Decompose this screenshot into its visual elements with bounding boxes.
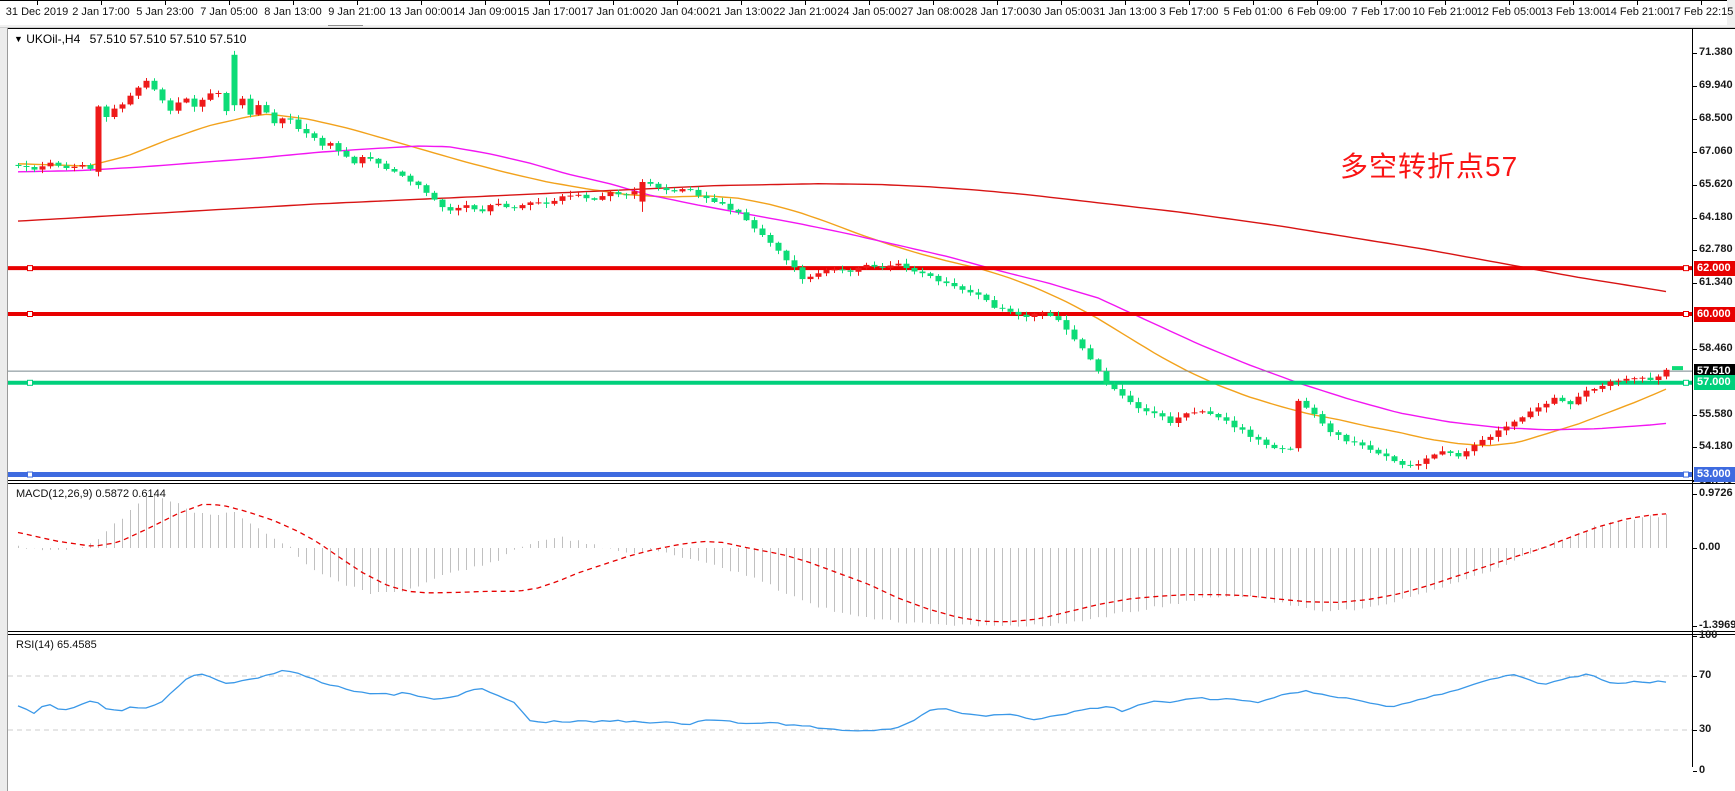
time-tick-mark <box>1253 1 1254 5</box>
time-tick-label: 7 Jan 05:00 <box>200 6 258 18</box>
time-tick-mark <box>869 1 870 5</box>
time-tick-mark <box>1509 1 1510 5</box>
time-tick-label: 14 Jan 09:00 <box>453 6 517 18</box>
time-tick-label: 17 Jan 01:00 <box>581 6 645 18</box>
time-tick-label: 14 Feb 21:00 <box>1604 6 1670 18</box>
chart-content: ▼ UKOil-,H4 57.510 57.510 57.510 57.510 … <box>8 28 1735 791</box>
line-handle[interactable] <box>1683 379 1689 386</box>
time-tick-mark <box>1381 1 1382 5</box>
line-handle[interactable] <box>1683 471 1689 478</box>
time-tick-mark <box>421 1 422 5</box>
time-tick-label: 6 Feb 09:00 <box>1287 6 1347 18</box>
time-tick-mark <box>677 1 678 5</box>
time-tick-label: 20 Jan 04:00 <box>645 6 709 18</box>
time-tick-mark <box>997 1 998 5</box>
fast-ma-orange <box>17 113 1667 447</box>
time-tick-mark <box>485 1 486 5</box>
time-tick-label: 2 Jan 17:00 <box>72 6 130 18</box>
symbol-timeframe-label: UKOil-,H4 <box>26 32 81 46</box>
time-tick-label: 17 Feb 22:15 <box>1668 6 1734 18</box>
time-tick-label: 9 Jan 21:00 <box>328 6 386 18</box>
panel-splitter[interactable] <box>8 481 1735 483</box>
line-handle[interactable] <box>27 265 33 272</box>
panel-splitter[interactable] <box>8 632 1735 634</box>
time-tick-mark <box>1573 1 1574 5</box>
chart-title: ▼ UKOil-,H4 57.510 57.510 57.510 57.510 <box>14 32 246 46</box>
time-tick-mark <box>101 1 102 5</box>
rsi-chart-svg <box>8 669 1692 732</box>
time-tick-label: 5 Jan 23:00 <box>136 6 194 18</box>
line-handle[interactable] <box>1683 311 1689 318</box>
macd-signal-line <box>17 503 1667 623</box>
time-tick-label: 7 Feb 17:00 <box>1351 6 1411 18</box>
time-tick-mark <box>293 1 294 5</box>
time-tick-mark <box>805 1 806 5</box>
line-handle[interactable] <box>27 311 33 318</box>
time-tick-label: 21 Jan 13:00 <box>709 6 773 18</box>
time-tick-mark <box>933 1 934 5</box>
time-tick-mark <box>549 1 550 5</box>
time-tick-label: 27 Jan 08:00 <box>901 6 965 18</box>
time-tick-label: 13 Feb 13:00 <box>1540 6 1606 18</box>
slow-ma-red <box>17 182 1667 293</box>
time-tick-label: 28 Jan 17:00 <box>965 6 1029 18</box>
macd-histogram <box>18 494 1667 627</box>
time-tick-mark <box>229 1 230 5</box>
time-tick-mark <box>741 1 742 5</box>
time-tick-label: 24 Jan 05:00 <box>837 6 901 18</box>
time-tick-label: 10 Feb 21:00 <box>1412 6 1478 18</box>
time-tick-mark <box>1637 1 1638 5</box>
macd-indicator-label: MACD(12,26,9) 0.5872 0.6144 <box>16 488 166 500</box>
triangle-down-icon: ▼ <box>14 34 23 44</box>
time-tick-mark <box>37 1 38 5</box>
time-tick-mark <box>1125 1 1126 5</box>
time-tick-mark <box>1445 1 1446 5</box>
time-tick-mark <box>1701 1 1702 5</box>
time-axis: 31 Dec 2019 2 Jan 17:00 5 Jan 23:00 7 Jan 0… <box>0 0 1733 25</box>
time-tick-mark <box>165 1 166 5</box>
candlestick-series <box>15 50 1670 470</box>
time-tick-label: 5 Feb 01:00 <box>1223 6 1283 18</box>
time-tick-mark <box>613 1 614 5</box>
time-tick-label: 12 Feb 05:00 <box>1476 6 1542 18</box>
candlestick-chart-svg <box>8 50 1692 478</box>
time-tick-label: 30 Jan 05:00 <box>1029 6 1093 18</box>
time-tick-mark <box>1061 1 1062 5</box>
macd-panel[interactable]: MACD(12,26,9) 0.5872 0.6144 <box>8 483 1735 632</box>
rsi-tick-mark <box>1693 770 1697 772</box>
time-tick-mark <box>357 1 358 5</box>
ohlc-values: 57.510 57.510 57.510 57.510 <box>89 32 247 46</box>
time-tick-mark <box>1317 1 1318 5</box>
time-tick-label: 3 Feb 17:00 <box>1159 6 1219 18</box>
rsi-line <box>17 669 1667 732</box>
rsi-panel[interactable]: RSI(14) 65.4585 <box>8 634 1735 766</box>
macd-chart-svg <box>17 494 1667 627</box>
line-handle[interactable] <box>1683 265 1689 272</box>
time-tick-mark <box>1189 1 1190 5</box>
time-tick-label: 15 Jan 17:00 <box>517 6 581 18</box>
line-handle[interactable] <box>27 379 33 386</box>
time-tick-label: 8 Jan 13:00 <box>264 6 322 18</box>
time-tick-label: 31 Dec 2019 <box>5 6 69 18</box>
time-tick-label: 31 Jan 13:00 <box>1093 6 1157 18</box>
time-tick-label: 13 Jan 00:00 <box>389 6 453 18</box>
last-bar-marker <box>1672 366 1683 371</box>
mid-ma-magenta <box>17 145 1667 431</box>
line-handle[interactable] <box>27 471 33 478</box>
chart-annotation-text[interactable]: 多空转折点57 <box>1340 151 1519 182</box>
main-chart-panel[interactable]: ▼ UKOil-,H4 57.510 57.510 57.510 57.510 … <box>8 29 1735 481</box>
window-left-strip <box>0 28 8 791</box>
rsi-indicator-label: RSI(14) 65.4585 <box>16 639 97 651</box>
time-tick-label: 22 Jan 21:00 <box>773 6 837 18</box>
